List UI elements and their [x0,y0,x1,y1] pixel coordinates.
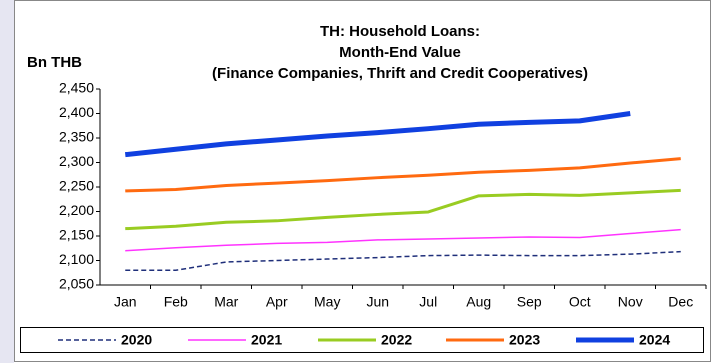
legend-label: 2021 [251,332,282,348]
chart-title: Month-End Value [339,44,461,61]
x-tick-label: Aug [466,294,491,310]
chart-frame [14,0,711,362]
y-tick-label: 2,450 [59,80,94,96]
x-tick-label: Mar [214,294,238,310]
x-tick-label: Nov [618,294,643,310]
x-tick-label: May [314,294,340,310]
y-tick-label: 2,150 [59,227,94,243]
y-tick-label: 2,050 [59,276,94,292]
series-line [125,228,681,252]
x-tick-label: Apr [266,294,288,310]
x-tick-label: Dec [668,294,693,310]
x-tick-label: Oct [569,294,591,310]
series-line [124,111,631,158]
y-tick-label: 2,250 [59,178,94,194]
legend-label: 2024 [639,332,670,348]
chart-title: TH: Household Loans: [320,23,480,40]
x-tick-label: Jan [114,294,137,310]
y-tick-label: 2,100 [59,251,94,267]
legend-label: 2020 [121,332,152,348]
y-tick-label: 2,350 [59,129,94,145]
x-tick-label: Jun [366,294,389,310]
x-tick-label: Feb [164,294,188,310]
legend-label: 2023 [509,332,540,348]
y-tick-label: 2,400 [59,104,94,120]
legend-label: 2022 [381,332,412,348]
chart-title: (Finance Companies, Thrift and Credit Co… [212,65,588,82]
x-tick-label: Sep [517,294,542,310]
side-panel [0,0,14,363]
series-line [125,188,681,231]
x-tick-label: Jul [419,294,437,310]
y-axis-label: Bn THB [27,54,82,71]
y-tick-label: 2,300 [59,153,94,169]
series-line [125,157,681,193]
y-tick-label: 2,200 [59,202,94,218]
